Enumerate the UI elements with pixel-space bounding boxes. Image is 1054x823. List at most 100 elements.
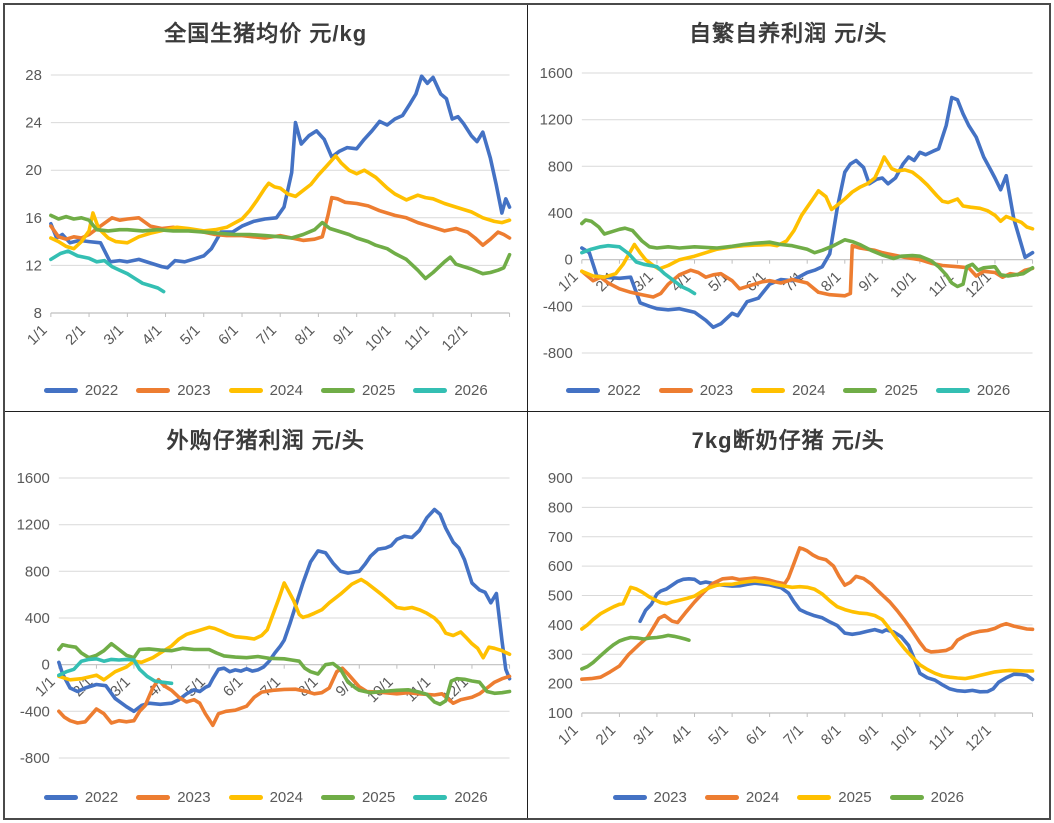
- series-line-2026: [579, 633, 691, 671]
- legend-label: 2022: [607, 382, 641, 399]
- series-line-2026: [579, 243, 696, 296]
- legend-swatch: [843, 388, 878, 393]
- y-axis-label: 300: [547, 646, 572, 663]
- y-axis-label: 1600: [539, 65, 572, 82]
- x-axis-label: 3/1: [630, 722, 657, 749]
- legend-item-2026: 2026: [935, 382, 1011, 399]
- legend-label: 2026: [454, 382, 488, 399]
- y-axis-label: 100: [547, 705, 572, 722]
- legend-item-2022: 2022: [43, 382, 119, 399]
- series-line-2025: [579, 218, 1034, 289]
- legend-item-2022: 2022: [43, 789, 118, 806]
- legend-item-2025: 2025: [797, 789, 872, 806]
- legend-label: 2024: [269, 789, 303, 806]
- chart-title: 自繁自养利润 元/头: [689, 21, 888, 46]
- series-line-2024: [57, 577, 512, 682]
- chart-grid: 全国生猪均价 元/kg 8 12 16 20 24 28 1/1 2/1 3/1 4/1 5/1 6/…: [3, 3, 1051, 820]
- panel-7kg-weaned-piglet-price: 7kg断奶仔猪 元/头 100 200 300 400 500 600 700 800 900 1…: [527, 412, 1049, 818]
- y-axis-label: 12: [25, 257, 42, 274]
- legend-label: 2025: [361, 789, 396, 806]
- legend-swatch: [413, 795, 448, 800]
- chart-legend: 2022 2023 2024 2025 2026: [5, 382, 527, 399]
- legend-item-2026: 2026: [889, 789, 964, 806]
- series-line-2022: [49, 74, 512, 270]
- legend-item-2024: 2024: [751, 382, 825, 399]
- x-axis-label: 7/1: [780, 722, 807, 749]
- x-axis-label: 7/1: [253, 322, 280, 349]
- x-axis-label: 8/1: [817, 722, 844, 749]
- y-axis-label: -400: [542, 298, 572, 315]
- legend-swatch: [935, 388, 970, 393]
- x-axis-label: 8/1: [295, 673, 322, 700]
- series-line-2024: [579, 546, 1034, 681]
- legend-label: 2022: [84, 382, 119, 399]
- legend-swatch: [413, 388, 448, 393]
- legend-label: 2025: [361, 382, 396, 399]
- legend-item-2025: 2025: [843, 382, 918, 399]
- legend-swatch: [228, 388, 263, 393]
- legend-item-2026: 2026: [413, 789, 488, 806]
- legend-item-2023: 2023: [612, 789, 687, 806]
- legend-item-2023: 2023: [658, 382, 734, 399]
- x-axis-label: 8/1: [292, 322, 319, 349]
- y-axis-label: 500: [547, 587, 572, 604]
- x-axis-label: 4/1: [667, 722, 694, 749]
- x-axis-label: 9/1: [855, 722, 882, 749]
- legend-swatch: [43, 795, 78, 800]
- chart-legend: 2022 2023 2024 2025 2026: [5, 789, 527, 806]
- y-axis-label: 800: [547, 158, 572, 175]
- y-axis-label: 200: [547, 676, 572, 693]
- x-axis-label: 2/1: [592, 722, 619, 749]
- y-axis-label: 24: [25, 115, 42, 132]
- x-axis-label: 10/1: [887, 722, 920, 755]
- legend-swatch: [889, 795, 924, 800]
- series-line-2025: [579, 579, 1034, 681]
- series-line-2023: [57, 666, 512, 728]
- legend-item-2023: 2023: [136, 789, 211, 806]
- x-axis-label: 11/1: [401, 322, 433, 354]
- legend-label: 2023: [177, 789, 211, 806]
- legend-swatch: [704, 795, 739, 800]
- legend-label: 2026: [976, 382, 1011, 399]
- legend-label: 2023: [177, 382, 211, 399]
- series-line-2026: [57, 657, 174, 686]
- y-axis-label: 16: [25, 210, 42, 227]
- x-axis-label: 1/1: [24, 322, 51, 349]
- legend-swatch: [320, 388, 355, 393]
- legend-swatch: [612, 795, 647, 800]
- chart-canvas: 100 200 300 400 500 600 700 800 900 1/1 2/1 3/1 4/1 5…: [547, 470, 1034, 755]
- x-axis-label: 1/1: [554, 722, 581, 749]
- legend-label: 2025: [838, 789, 872, 806]
- series-line-2025: [57, 641, 512, 707]
- legend-item-2025: 2025: [320, 382, 396, 399]
- chart-title: 外购仔猪利润 元/头: [166, 428, 365, 453]
- x-axis-label: 12/1: [962, 722, 995, 755]
- legend-label: 2026: [930, 789, 964, 806]
- x-axis-label: 7/1: [257, 673, 284, 700]
- series-line-2024: [579, 155, 1034, 279]
- series-line-2026: [49, 249, 166, 294]
- legend-swatch: [751, 388, 786, 393]
- chart-canvas: 8 12 16 20 24 28 1/1 2/1 3/1 4/1 5/1 6/1 7/1 8/1 9/1 10…: [24, 67, 512, 354]
- chart-title: 7kg断奶仔猪 元/头: [691, 428, 885, 453]
- legend-label: 2023: [653, 789, 687, 806]
- y-axis-label: 400: [547, 205, 572, 222]
- legend-label: 2026: [454, 789, 488, 806]
- legend-swatch: [566, 388, 601, 393]
- y-axis-label: 900: [547, 470, 572, 487]
- x-axis-label: 6/1: [215, 322, 242, 349]
- legend-item-2024: 2024: [704, 789, 779, 806]
- legend-label: 2023: [699, 382, 734, 399]
- legend-label: 2025: [884, 382, 918, 399]
- y-axis-label: 20: [25, 162, 42, 179]
- y-axis-label: 400: [547, 617, 572, 634]
- x-axis-label: 3/1: [100, 322, 127, 349]
- y-axis-label: 800: [25, 563, 50, 580]
- x-axis-label: 5/1: [705, 722, 732, 749]
- legend-item-2025: 2025: [320, 789, 396, 806]
- x-axis-label: 11/1: [925, 722, 957, 754]
- y-axis-label: 28: [25, 67, 42, 84]
- y-axis-label: 1200: [539, 112, 572, 129]
- series-line-2023: [579, 243, 1034, 299]
